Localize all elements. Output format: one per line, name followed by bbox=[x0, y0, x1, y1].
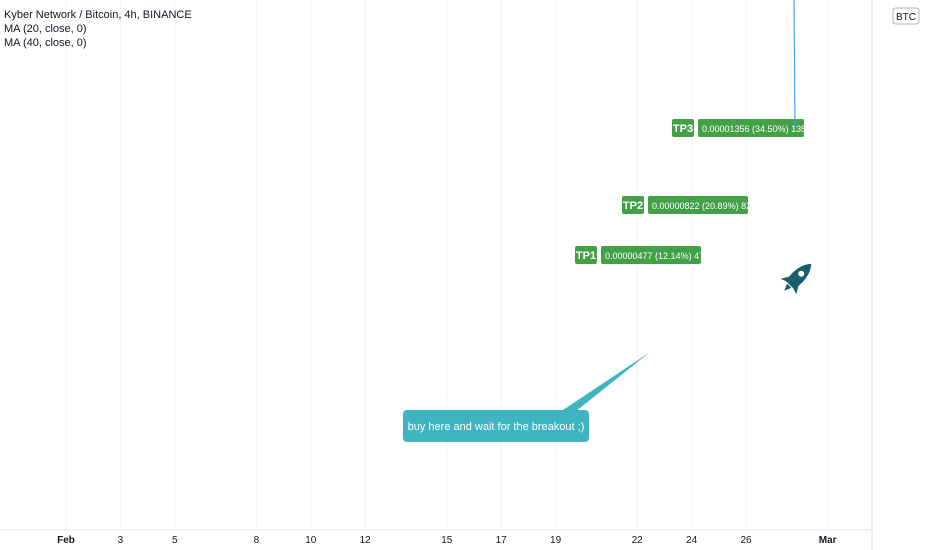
callout-box bbox=[403, 410, 589, 442]
target-value-2: 0.00000822 (20.89%) 822 bbox=[652, 201, 756, 211]
time-tick-label: Feb bbox=[57, 535, 75, 546]
time-tick-label: Mar bbox=[819, 535, 837, 546]
chart-legend: Kyber Network / Bitcoin, 4h, BINANCE MA … bbox=[4, 8, 192, 50]
price-axis[interactable]: 0.000028000.000030000.000032000.00003400… bbox=[871, 0, 932, 550]
target-value-bg bbox=[648, 196, 748, 214]
breakout-projection-curve bbox=[793, 0, 796, 131]
target-tag-1: TP1 bbox=[576, 250, 596, 262]
ma40-legend: MA (40, close, 0) bbox=[4, 37, 87, 49]
callout-pointer bbox=[420, 352, 650, 412]
currency-badge bbox=[892, 7, 920, 25]
time-tick-label: 17 bbox=[496, 535, 508, 546]
symbol-title: Kyber Network / Bitcoin, 4h, BINANCE bbox=[4, 9, 192, 21]
time-tick-label: 22 bbox=[632, 535, 644, 546]
target-tag-2: TP2 bbox=[623, 200, 643, 212]
time-tick-label: 5 bbox=[172, 535, 178, 546]
time-tick-label: 12 bbox=[360, 535, 372, 546]
target-tag-bg bbox=[622, 196, 644, 214]
target-value-bg bbox=[601, 246, 701, 264]
rocket-window bbox=[798, 270, 805, 277]
target-value-bg bbox=[698, 119, 804, 137]
target-tag-3: TP3 bbox=[673, 123, 693, 135]
time-tick-label: 10 bbox=[305, 535, 317, 546]
target-value-3: 0.00001356 (34.50%) 1356 bbox=[702, 124, 811, 134]
time-tick-label: 26 bbox=[740, 535, 752, 546]
ma20-legend: MA (20, close, 0) bbox=[4, 23, 87, 35]
time-axis[interactable]: Feb 3 5 8 10 12 15 17 19 22 24 26 Mar bbox=[0, 529, 872, 546]
callout-text: buy here and wait for the breakout ;) bbox=[408, 421, 585, 433]
rocket-flame bbox=[784, 283, 792, 291]
time-tick-label: 8 bbox=[254, 535, 260, 546]
rocket-icon bbox=[780, 263, 812, 295]
grid bbox=[65, 0, 829, 530]
time-tick-label: 19 bbox=[550, 535, 562, 546]
time-tick-label: 3 bbox=[118, 535, 124, 546]
currency-badge-label: BTC bbox=[896, 12, 916, 23]
target-tag-bg bbox=[575, 246, 597, 264]
target-value-1: 0.00000477 (12.14%) 477 bbox=[605, 251, 709, 261]
rocket-body bbox=[786, 263, 812, 289]
target-tag-bg bbox=[672, 119, 694, 137]
time-tick-label: 15 bbox=[441, 535, 453, 546]
time-tick-label: 24 bbox=[686, 535, 698, 546]
annotations: BCDTP10.00000477 (12.14%) 477TP20.000008… bbox=[403, 0, 812, 442]
